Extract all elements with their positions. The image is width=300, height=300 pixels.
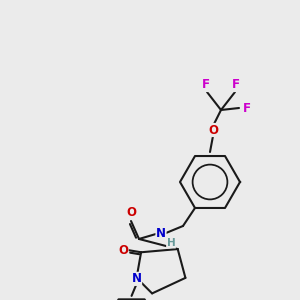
Text: N: N — [156, 227, 166, 241]
Text: O: O — [126, 206, 136, 220]
Text: F: F — [232, 79, 240, 92]
Text: O: O — [208, 124, 218, 136]
Text: N: N — [132, 272, 142, 285]
Text: H: H — [167, 238, 176, 248]
Text: F: F — [243, 101, 251, 115]
Text: F: F — [202, 79, 210, 92]
Text: O: O — [118, 244, 128, 257]
